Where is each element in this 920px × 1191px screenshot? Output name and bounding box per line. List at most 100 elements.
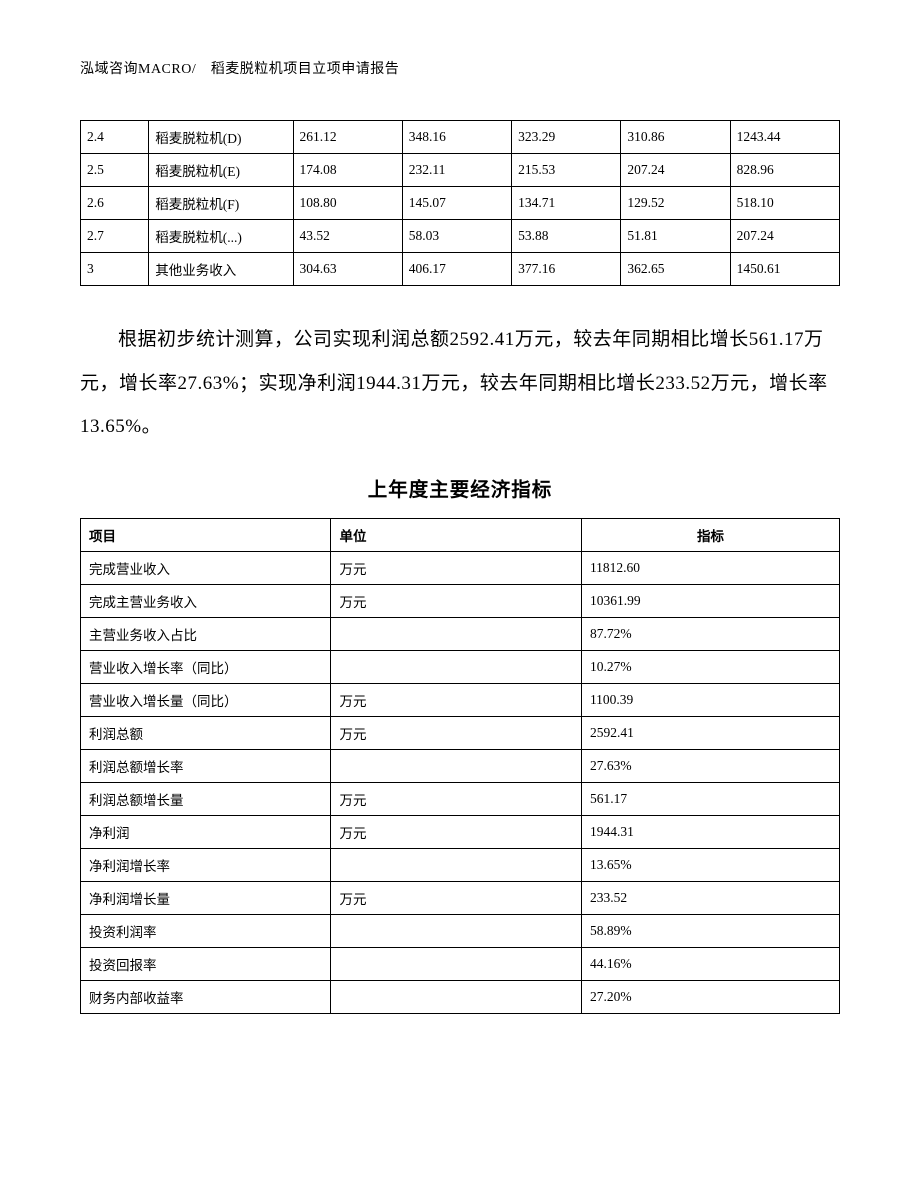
cell (331, 915, 581, 948)
cell: 53.88 (512, 220, 621, 253)
table-row: 完成主营业务收入 万元 10361.99 (81, 585, 840, 618)
table-row: 营业收入增长量（同比） 万元 1100.39 (81, 684, 840, 717)
cell: 58.89% (581, 915, 839, 948)
cell: 稻麦脱粒机(D) (149, 121, 293, 154)
cell: 207.24 (621, 154, 730, 187)
summary-paragraph: 根据初步统计测算，公司实现利润总额2592.41万元，较去年同期相比增长561.… (80, 318, 840, 449)
cell: 净利润增长量 (81, 882, 331, 915)
cell: 1100.39 (581, 684, 839, 717)
cell: 828.96 (730, 154, 839, 187)
page-header: 泓域咨询MACRO/ 稻麦脱粒机项目立项申请报告 (80, 58, 840, 78)
cell: 净利润 (81, 816, 331, 849)
table-row: 3 其他业务收入 304.63 406.17 377.16 362.65 145… (81, 253, 840, 286)
cell: 完成营业收入 (81, 552, 331, 585)
cell: 261.12 (293, 121, 402, 154)
table-row: 2.4 稻麦脱粒机(D) 261.12 348.16 323.29 310.86… (81, 121, 840, 154)
cell: 323.29 (512, 121, 621, 154)
cell: 2.7 (81, 220, 149, 253)
header-cell: 单位 (331, 519, 581, 552)
cell: 万元 (331, 585, 581, 618)
cell: 利润总额增长率 (81, 750, 331, 783)
cell: 万元 (331, 816, 581, 849)
cell: 万元 (331, 552, 581, 585)
cell: 406.17 (402, 253, 511, 286)
cell: 27.20% (581, 981, 839, 1014)
cell: 215.53 (512, 154, 621, 187)
cell: 稻麦脱粒机(...) (149, 220, 293, 253)
cell: 投资利润率 (81, 915, 331, 948)
table1-body: 2.4 稻麦脱粒机(D) 261.12 348.16 323.29 310.86… (81, 121, 840, 286)
cell: 利润总额增长量 (81, 783, 331, 816)
cell: 10.27% (581, 651, 839, 684)
table-row: 财务内部收益率 27.20% (81, 981, 840, 1014)
cell: 利润总额 (81, 717, 331, 750)
cell: 1450.61 (730, 253, 839, 286)
table-row: 2.5 稻麦脱粒机(E) 174.08 232.11 215.53 207.24… (81, 154, 840, 187)
cell: 万元 (331, 684, 581, 717)
cell: 108.80 (293, 187, 402, 220)
table-row: 净利润增长量 万元 233.52 (81, 882, 840, 915)
cell: 完成主营业务收入 (81, 585, 331, 618)
cell: 营业收入增长量（同比） (81, 684, 331, 717)
table-row: 利润总额增长率 27.63% (81, 750, 840, 783)
cell: 万元 (331, 783, 581, 816)
cell: 362.65 (621, 253, 730, 286)
cell: 134.71 (512, 187, 621, 220)
cell: 2.4 (81, 121, 149, 154)
cell: 主营业务收入占比 (81, 618, 331, 651)
cell: 44.16% (581, 948, 839, 981)
cell (331, 750, 581, 783)
cell: 3 (81, 253, 149, 286)
cell (331, 651, 581, 684)
cell: 1944.31 (581, 816, 839, 849)
revenue-breakdown-table: 2.4 稻麦脱粒机(D) 261.12 348.16 323.29 310.86… (80, 120, 840, 286)
cell: 营业收入增长率（同比） (81, 651, 331, 684)
table-row: 利润总额增长量 万元 561.17 (81, 783, 840, 816)
cell: 投资回报率 (81, 948, 331, 981)
table-row: 投资回报率 44.16% (81, 948, 840, 981)
cell: 561.17 (581, 783, 839, 816)
table-row: 2.7 稻麦脱粒机(...) 43.52 58.03 53.88 51.81 2… (81, 220, 840, 253)
cell: 万元 (331, 717, 581, 750)
cell: 11812.60 (581, 552, 839, 585)
economic-indicators-table: 项目 单位 指标 完成营业收入 万元 11812.60 完成主营业务收入 万元 … (80, 518, 840, 1014)
table-header-row: 项目 单位 指标 (81, 519, 840, 552)
cell: 净利润增长率 (81, 849, 331, 882)
table2-body: 完成营业收入 万元 11812.60 完成主营业务收入 万元 10361.99 … (81, 552, 840, 1014)
table-row: 营业收入增长率（同比） 10.27% (81, 651, 840, 684)
cell: 377.16 (512, 253, 621, 286)
cell: 2.5 (81, 154, 149, 187)
header-cell: 项目 (81, 519, 331, 552)
cell: 174.08 (293, 154, 402, 187)
cell: 1243.44 (730, 121, 839, 154)
cell: 27.63% (581, 750, 839, 783)
cell: 10361.99 (581, 585, 839, 618)
cell (331, 618, 581, 651)
cell: 348.16 (402, 121, 511, 154)
cell: 87.72% (581, 618, 839, 651)
table-row: 净利润 万元 1944.31 (81, 816, 840, 849)
cell: 稻麦脱粒机(F) (149, 187, 293, 220)
cell: 518.10 (730, 187, 839, 220)
table-row: 2.6 稻麦脱粒机(F) 108.80 145.07 134.71 129.52… (81, 187, 840, 220)
cell: 207.24 (730, 220, 839, 253)
table-row: 投资利润率 58.89% (81, 915, 840, 948)
cell (331, 849, 581, 882)
table-row: 完成营业收入 万元 11812.60 (81, 552, 840, 585)
cell: 2592.41 (581, 717, 839, 750)
table-row: 主营业务收入占比 87.72% (81, 618, 840, 651)
cell: 2.6 (81, 187, 149, 220)
cell: 稻麦脱粒机(E) (149, 154, 293, 187)
table-row: 净利润增长率 13.65% (81, 849, 840, 882)
cell: 万元 (331, 882, 581, 915)
cell: 145.07 (402, 187, 511, 220)
cell: 58.03 (402, 220, 511, 253)
cell: 51.81 (621, 220, 730, 253)
cell: 其他业务收入 (149, 253, 293, 286)
cell: 310.86 (621, 121, 730, 154)
cell: 43.52 (293, 220, 402, 253)
cell: 财务内部收益率 (81, 981, 331, 1014)
cell: 233.52 (581, 882, 839, 915)
cell (331, 981, 581, 1014)
table2-title: 上年度主要经济指标 (80, 473, 840, 502)
